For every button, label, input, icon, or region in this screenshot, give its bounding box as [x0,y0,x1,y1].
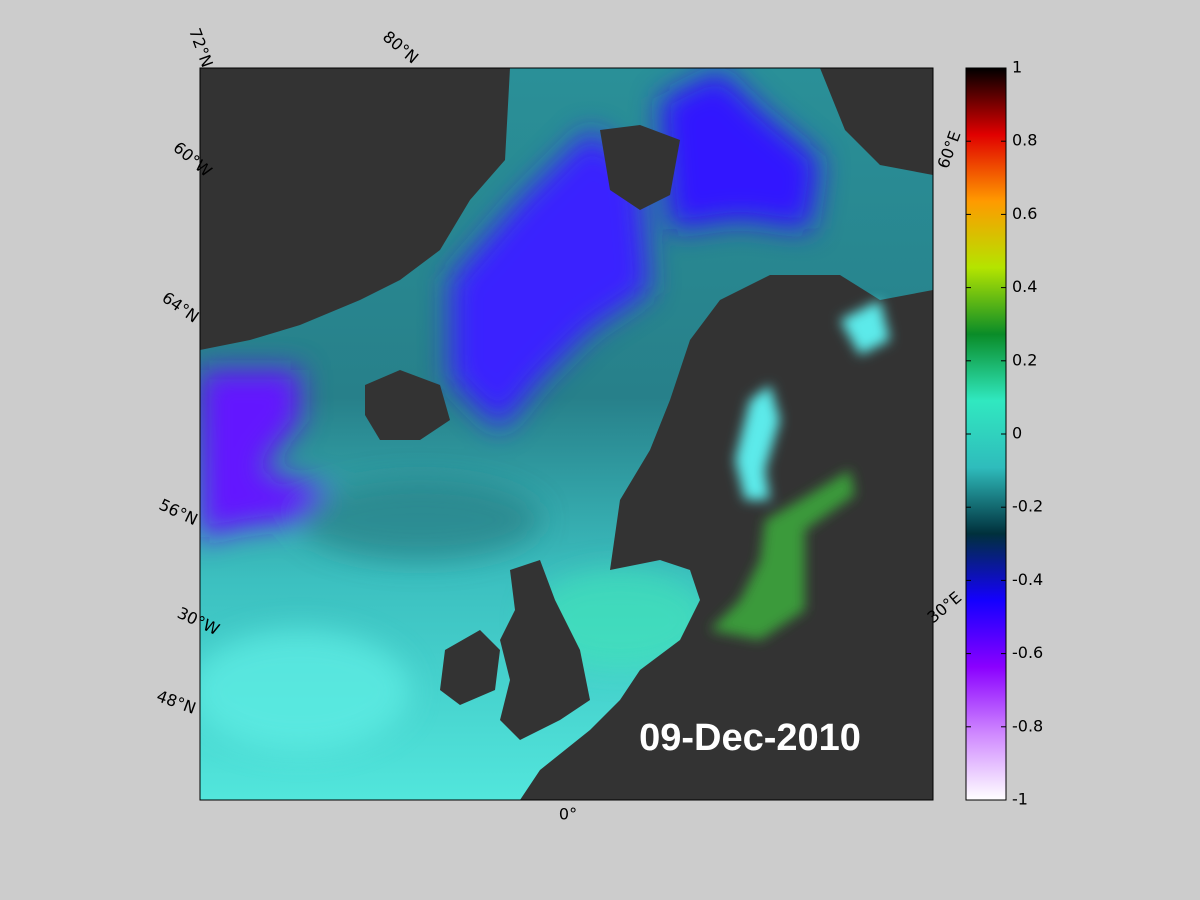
map-field [200,68,933,800]
graticule-label: 56°N [156,495,201,529]
land [200,68,933,800]
colorbar: 1 0.8 0.6 0.4 0.2 0 -0.2 -0.4 -0.6 -0.8 -1 [965,58,1043,809]
colorbar-tick-label: 0.6 [1012,204,1037,223]
graticule-label: 72°N [185,25,217,69]
colorbar-tick-label: 1 [1012,58,1022,77]
graticule-label: 48°N [154,686,198,718]
graticule-label: 0° [559,805,577,824]
colorbar-tick-label: -1 [1012,790,1028,809]
graticule-label: 60°E [934,128,965,171]
anomaly-blobs [200,70,820,750]
date-label: 09-Dec-2010 [639,717,861,759]
colorbar-tick-label: -0.4 [1012,570,1043,589]
colorbar-tick-label: 0 [1012,424,1022,443]
colorbar-tick-label: 0.4 [1012,277,1037,296]
colorbar-scale [965,67,1007,801]
colorbar-tick-label: 0.2 [1012,350,1037,369]
graticule-label: 64°N [159,288,203,327]
inland-seas [710,300,890,640]
graticule-label: 80°N [379,27,422,67]
colorbar-tick-label: 0.8 [1012,131,1037,150]
colorbar-tick-label: -0.6 [1012,643,1043,662]
colorbar-tick-label: -0.2 [1012,497,1043,516]
map-frame [199,67,934,801]
colorbar-tick-label: -0.8 [1012,716,1043,735]
